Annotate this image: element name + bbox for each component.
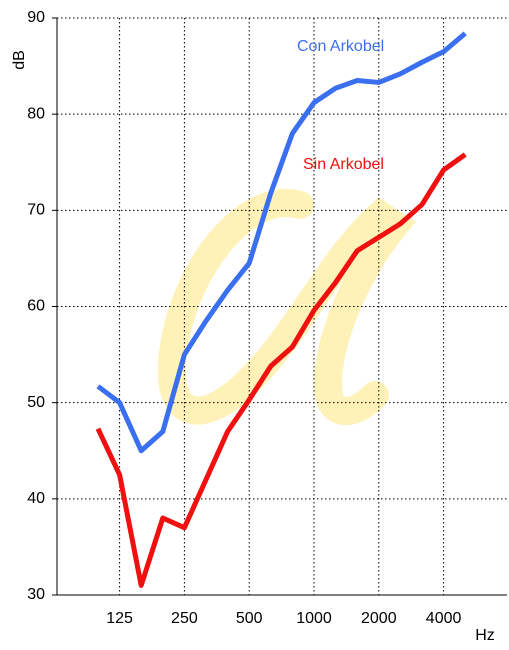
y-axis-label: dB: [11, 50, 28, 70]
x-tick-label: 1000: [296, 610, 332, 627]
x-tick-label: 125: [106, 610, 133, 627]
x-tick-label: 2000: [361, 610, 397, 627]
y-tick-label: 60: [27, 298, 45, 315]
watermark: [157, 189, 416, 426]
data-line: [95, 152, 467, 588]
y-tick-label: 40: [27, 490, 45, 507]
x-tick-label: 500: [236, 610, 263, 627]
y-tick-label: 50: [27, 394, 45, 411]
y-tick-label: 90: [27, 9, 45, 26]
y-tick-label: 80: [27, 105, 45, 122]
x-tick-label: 250: [171, 610, 198, 627]
series-label: Con Arkobel: [297, 38, 384, 55]
y-tick-label: 70: [27, 202, 45, 219]
y-tick-label: 30: [27, 586, 45, 603]
data-line: [96, 31, 467, 454]
series-label: Sin Arkobel: [303, 156, 384, 173]
x-tick-label: 4000: [426, 610, 462, 627]
x-axis-label: Hz: [475, 627, 495, 644]
